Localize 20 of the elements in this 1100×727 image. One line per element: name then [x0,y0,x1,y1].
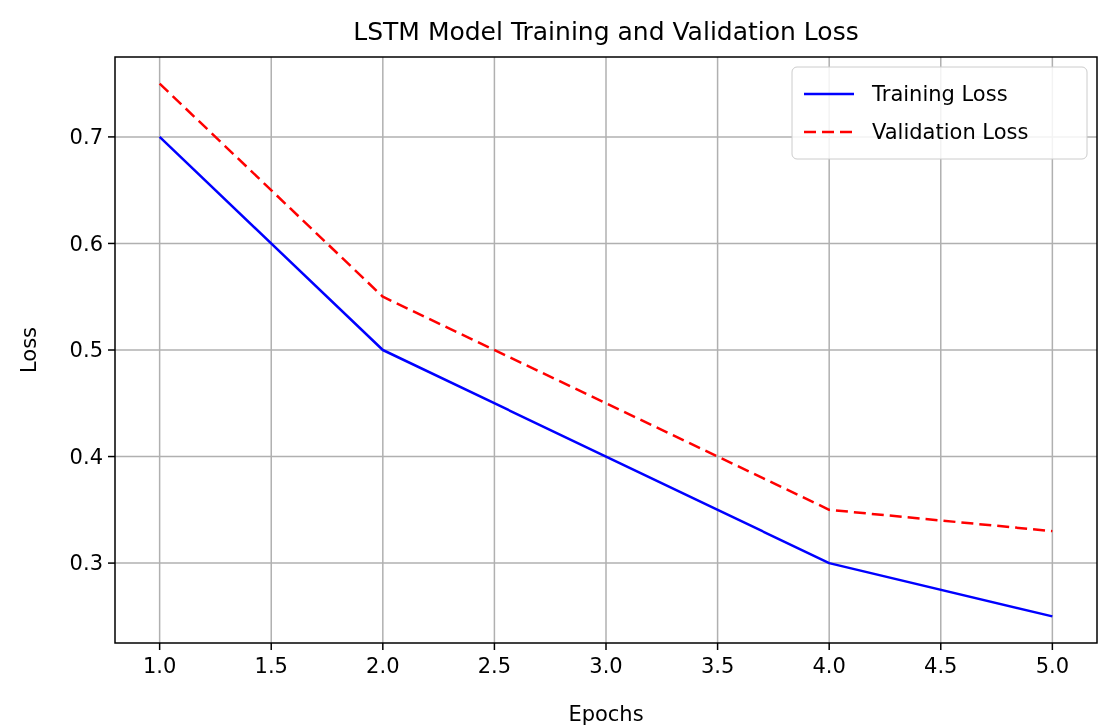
y-tick-label: 0.7 [69,125,103,150]
legend-label: Training Loss [871,82,1008,107]
y-tick-label: 0.6 [69,231,103,256]
x-tick-label: 3.0 [589,654,623,678]
chart-title: LSTM Model Training and Validation Loss [353,17,859,46]
x-tick-label: 1.5 [254,654,288,678]
x-tick-label: 5.0 [1035,654,1070,678]
y-tick-label: 0.5 [69,338,103,363]
y-tick-label: 0.4 [69,444,103,469]
y-tick-label: 0.3 [69,551,103,576]
x-tick-label: 3.5 [700,654,735,678]
x-axis-title: Epochs [568,702,644,726]
x-tick-label: 2.0 [366,654,400,678]
x-tick-label: 2.5 [477,654,512,678]
x-tick-label: 4.5 [924,654,958,678]
x-tick-label: 1.0 [142,654,177,678]
x-tick-label: 4.0 [812,654,846,678]
y-axis-title: Loss [17,326,41,374]
legend-label: Validation Loss [872,120,1029,145]
line-series [158,82,1054,533]
